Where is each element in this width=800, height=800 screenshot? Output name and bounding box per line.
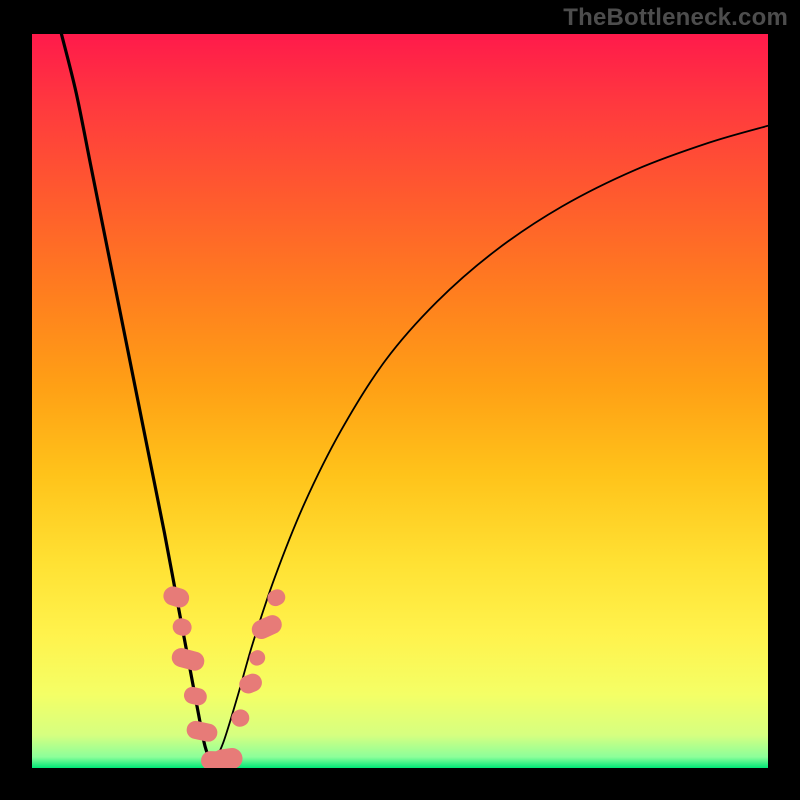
- plot-background: [32, 34, 768, 768]
- plot-svg: [32, 34, 768, 768]
- chart-stage: TheBottleneck.com: [0, 0, 800, 800]
- watermark-text: TheBottleneck.com: [563, 4, 788, 32]
- bottleneck-curve-plot: [32, 34, 768, 768]
